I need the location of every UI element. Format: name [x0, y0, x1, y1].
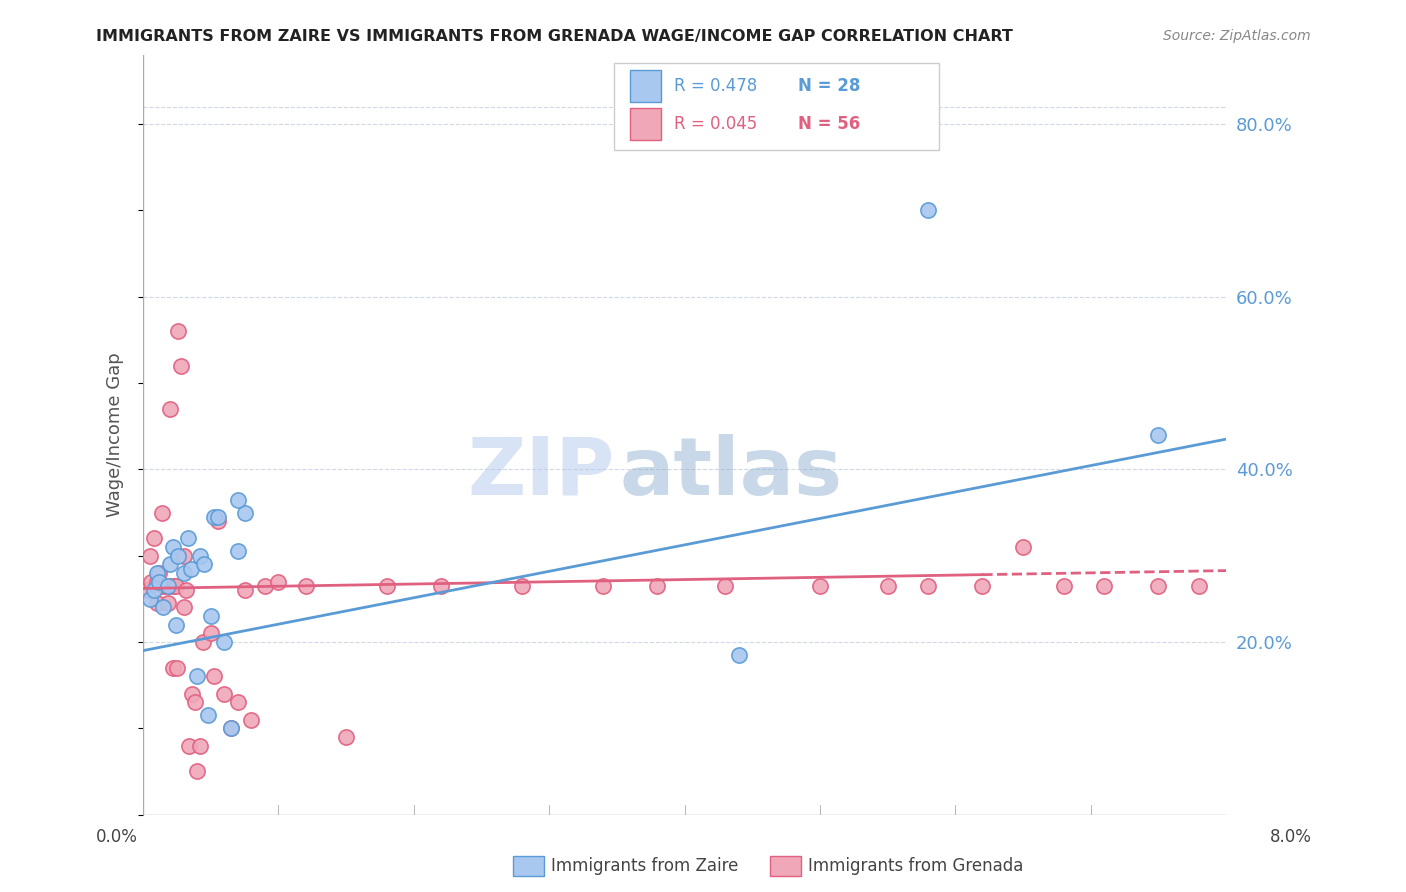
Point [714, 579, 737, 593]
Point [430, 579, 453, 593]
Point [179, 739, 201, 753]
Point [162, 661, 184, 675]
Point [592, 579, 614, 593]
Point [219, 721, 242, 735]
Point [173, 549, 195, 563]
Point [1188, 579, 1211, 593]
Point [197, 708, 219, 723]
Point [180, 687, 202, 701]
Point [139, 591, 162, 606]
Bar [630, 108, 661, 140]
Point [188, 549, 211, 563]
Point [219, 721, 242, 735]
Y-axis label: Wage/Income Gap: Wage/Income Gap [107, 352, 124, 517]
Point [159, 401, 181, 416]
Point [226, 544, 249, 558]
Point [727, 648, 749, 662]
Text: IMMIGRANTS FROM ZAIRE VS IMMIGRANTS FROM GRENADA WAGE/INCOME GAP CORRELATION CHA: IMMIGRANTS FROM ZAIRE VS IMMIGRANTS FROM… [96, 29, 1012, 45]
Point [267, 574, 290, 589]
Point [162, 540, 184, 554]
Point [156, 596, 179, 610]
Point [207, 509, 229, 524]
Point [917, 579, 939, 593]
Point [647, 579, 669, 593]
Point [170, 359, 193, 373]
Point [159, 579, 181, 593]
Point [1147, 427, 1170, 442]
Point [186, 764, 208, 779]
Point [510, 579, 533, 593]
Point [1052, 579, 1074, 593]
Point [202, 509, 225, 524]
Text: Immigrants from Grenada: Immigrants from Grenada [808, 857, 1024, 875]
Point [150, 506, 173, 520]
Point [156, 579, 179, 593]
Point [191, 635, 214, 649]
Bar [630, 70, 661, 103]
Point [152, 579, 174, 593]
Point [876, 579, 898, 593]
Text: 8.0%: 8.0% [1270, 828, 1312, 846]
Point [1092, 579, 1115, 593]
Point [165, 579, 187, 593]
Point [145, 596, 167, 610]
Point [972, 579, 994, 593]
FancyBboxPatch shape [614, 62, 939, 150]
Point [193, 558, 215, 572]
Point [186, 669, 208, 683]
Text: Immigrants from Zaire: Immigrants from Zaire [551, 857, 738, 875]
Point [214, 635, 236, 649]
Point [335, 730, 357, 744]
Point [148, 574, 170, 589]
Point [143, 583, 166, 598]
Text: N = 28: N = 28 [799, 78, 860, 95]
Point [143, 532, 166, 546]
Point [173, 600, 195, 615]
Point [163, 579, 186, 593]
Point [202, 669, 225, 683]
Text: atlas: atlas [620, 434, 842, 512]
Point [917, 203, 939, 218]
Point [165, 617, 187, 632]
Text: R = 0.478: R = 0.478 [673, 78, 756, 95]
Point [1147, 579, 1170, 593]
Text: R = 0.045: R = 0.045 [673, 115, 756, 133]
Point [159, 558, 181, 572]
Point [176, 583, 198, 598]
Point [141, 574, 163, 589]
Point [153, 579, 176, 593]
Text: 0.0%: 0.0% [96, 828, 138, 846]
Point [166, 661, 188, 675]
Text: Source: ZipAtlas.com: Source: ZipAtlas.com [1163, 29, 1310, 44]
Point [294, 579, 316, 593]
Point [167, 324, 190, 338]
Point [233, 506, 256, 520]
Point [226, 695, 249, 709]
Point [183, 695, 205, 709]
Point [177, 532, 200, 546]
Point [200, 609, 222, 624]
Point [180, 561, 202, 575]
Point [145, 574, 167, 589]
Point [188, 739, 211, 753]
Point [167, 549, 190, 563]
Point [139, 549, 162, 563]
Point [207, 514, 229, 528]
Point [226, 492, 249, 507]
Point [375, 579, 398, 593]
Point [200, 626, 222, 640]
Point [1012, 540, 1035, 554]
Point [145, 566, 167, 580]
Point [173, 566, 195, 580]
Point [214, 687, 236, 701]
Text: N = 56: N = 56 [799, 115, 860, 133]
Point [136, 583, 159, 598]
Point [233, 583, 256, 598]
Point [240, 713, 263, 727]
Point [253, 579, 276, 593]
Point [148, 566, 170, 580]
Point [808, 579, 831, 593]
Point [152, 600, 174, 615]
Text: ZIP: ZIP [467, 434, 614, 512]
